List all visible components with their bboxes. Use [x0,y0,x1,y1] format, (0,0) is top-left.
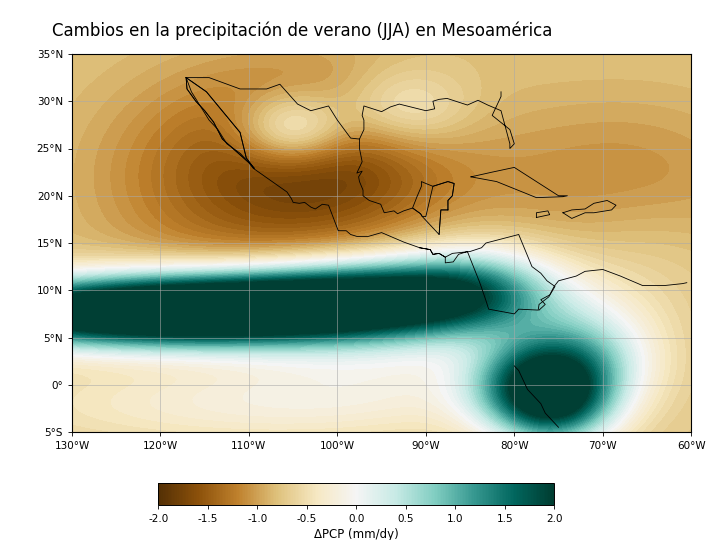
Text: Cambios en la precipitación de verano (JJA) en Mesoamérica: Cambios en la precipitación de verano (J… [53,22,552,40]
X-axis label: ΔPCP (mm/dy): ΔPCP (mm/dy) [314,528,399,540]
